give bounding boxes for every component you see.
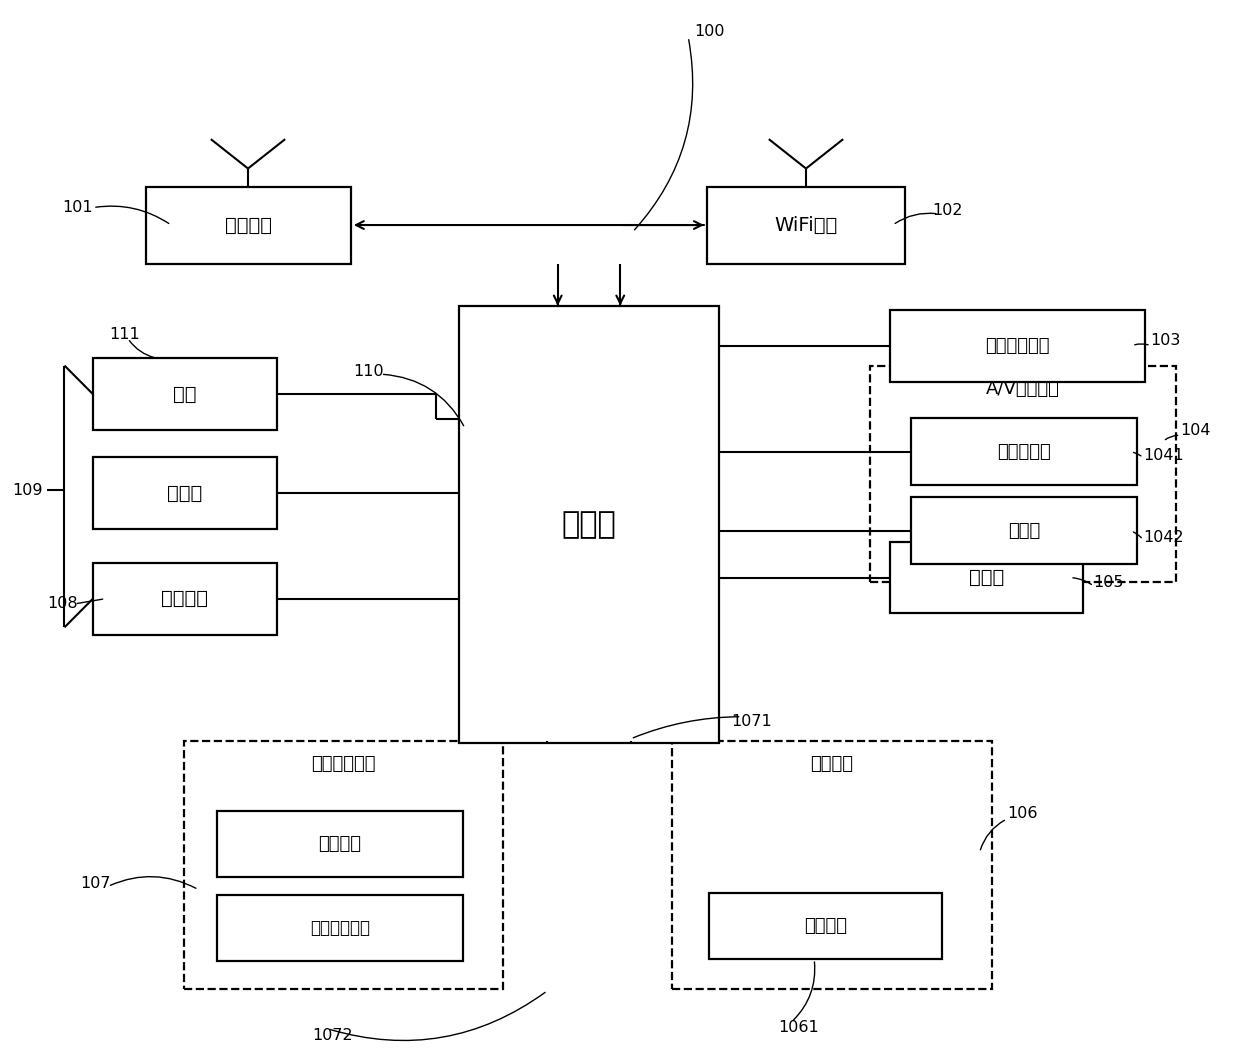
Text: 传感器: 传感器: [968, 568, 1004, 587]
Text: 存储器: 存储器: [167, 484, 202, 503]
FancyBboxPatch shape: [870, 366, 1176, 582]
FancyBboxPatch shape: [217, 895, 463, 961]
Text: 图形处理器: 图形处理器: [997, 443, 1052, 461]
Text: 105: 105: [1094, 575, 1125, 590]
Text: 用户输入单元: 用户输入单元: [311, 755, 376, 774]
Text: 101: 101: [62, 200, 93, 215]
FancyBboxPatch shape: [459, 306, 719, 743]
FancyBboxPatch shape: [146, 187, 351, 264]
Text: 1042: 1042: [1143, 530, 1184, 545]
Text: 111: 111: [109, 327, 140, 341]
Text: 其他输入设备: 其他输入设备: [310, 919, 370, 937]
Text: 音频输出单元: 音频输出单元: [985, 336, 1050, 355]
Text: 电源: 电源: [174, 385, 196, 404]
FancyBboxPatch shape: [911, 497, 1137, 564]
FancyBboxPatch shape: [709, 893, 942, 959]
FancyBboxPatch shape: [217, 811, 463, 877]
Text: 1071: 1071: [732, 715, 773, 729]
FancyBboxPatch shape: [93, 358, 277, 430]
FancyBboxPatch shape: [184, 741, 503, 989]
FancyBboxPatch shape: [890, 310, 1145, 382]
Text: 100: 100: [694, 24, 725, 39]
Text: 显示单元: 显示单元: [811, 755, 853, 774]
Text: 接口单元: 接口单元: [161, 589, 208, 608]
Text: 显示面板: 显示面板: [805, 917, 847, 935]
Text: WiFi模块: WiFi模块: [774, 215, 838, 235]
Text: 处理器: 处理器: [562, 510, 616, 539]
FancyBboxPatch shape: [890, 542, 1083, 613]
FancyBboxPatch shape: [93, 563, 277, 635]
FancyBboxPatch shape: [911, 418, 1137, 485]
FancyBboxPatch shape: [707, 187, 905, 264]
Text: 109: 109: [12, 483, 43, 497]
FancyBboxPatch shape: [672, 741, 992, 989]
Text: 1072: 1072: [312, 1028, 353, 1042]
Text: A/V输入单元: A/V输入单元: [986, 379, 1060, 398]
Text: 104: 104: [1180, 423, 1211, 437]
Text: 触控面板: 触控面板: [319, 835, 361, 853]
Text: 射频单元: 射频单元: [226, 215, 272, 235]
Text: 103: 103: [1151, 333, 1180, 348]
Text: 102: 102: [932, 203, 963, 218]
Text: 106: 106: [1007, 806, 1038, 821]
Text: 1041: 1041: [1143, 448, 1184, 463]
Text: 1061: 1061: [779, 1020, 820, 1035]
Text: 110: 110: [353, 364, 384, 378]
Text: 108: 108: [47, 597, 78, 611]
Text: 107: 107: [81, 876, 112, 891]
FancyBboxPatch shape: [93, 457, 277, 529]
Text: 麦克风: 麦克风: [1008, 522, 1040, 540]
